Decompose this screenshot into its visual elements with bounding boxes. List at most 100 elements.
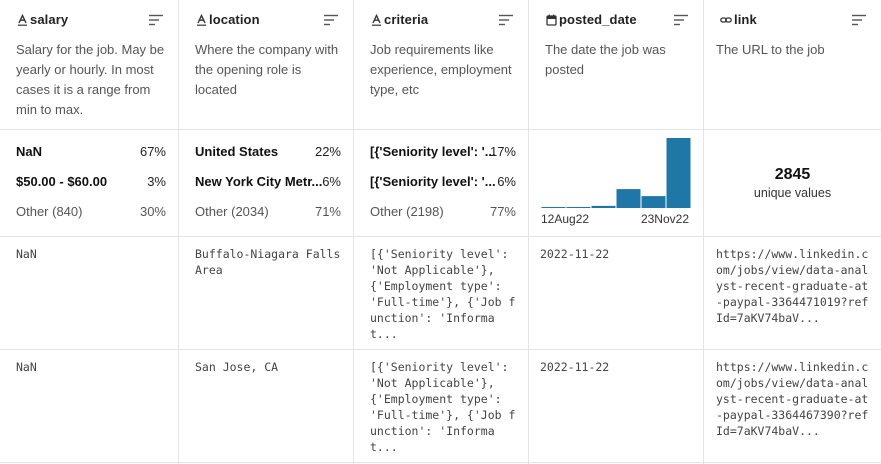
column-header[interactable]: salary xyxy=(0,0,178,40)
histogram-bar[interactable] xyxy=(541,207,566,208)
stat-label: $50.00 - $60.00 xyxy=(16,174,108,189)
sort-icon[interactable] xyxy=(323,13,339,26)
stat-label: [{'Seniority level': '... xyxy=(370,174,496,189)
divider xyxy=(704,462,881,463)
value-stat: [{'Seniority level': '... 17% xyxy=(370,144,516,162)
unique-values-summary: 2845 unique values xyxy=(704,166,881,200)
histogram-bar[interactable] xyxy=(566,207,591,208)
stat-label: [{'Seniority level': '... xyxy=(370,144,496,159)
stat-label: Other (2034) xyxy=(195,204,269,219)
stat-label: United States xyxy=(195,144,279,159)
divider xyxy=(529,462,703,463)
divider xyxy=(179,236,353,237)
stat-percent: 71% xyxy=(314,204,341,219)
column-description: Where the company with the opening role … xyxy=(195,42,339,97)
stat-percent: 3% xyxy=(147,174,166,189)
value-stat: NaN 67% xyxy=(16,144,166,162)
value-stat: United States 22% xyxy=(195,144,341,162)
column-description: The URL to the job xyxy=(716,42,825,57)
divider xyxy=(704,129,881,130)
column-criteria: criteria Job requirements like experienc… xyxy=(354,0,529,464)
table-cell[interactable]: 2022-11-22 xyxy=(540,360,610,374)
table-cell[interactable]: NaN xyxy=(16,247,37,261)
histogram-bar[interactable] xyxy=(666,138,691,208)
histogram-start-label: 12Aug22 xyxy=(541,212,590,226)
table-cell[interactable]: [{'Seniority level': 'Not Applicable'}, … xyxy=(370,247,516,341)
divider xyxy=(0,129,178,130)
histogram-end-label: 23Nov22 xyxy=(640,212,689,226)
link-type-icon xyxy=(720,13,732,27)
text-type-icon xyxy=(16,13,28,27)
column-description: Job requirements like experience, employ… xyxy=(370,42,512,97)
divider xyxy=(0,236,178,237)
histogram-bar[interactable] xyxy=(591,205,616,208)
divider xyxy=(179,462,353,463)
stat-label: New York City Metr... xyxy=(195,174,323,189)
table-cell[interactable]: Buffalo-Niagara Falls Area xyxy=(195,247,348,277)
calendar-type-icon xyxy=(545,13,557,27)
table-cell[interactable]: 2022-11-22 xyxy=(540,247,610,261)
divider xyxy=(354,236,528,237)
value-stat: $50.00 - $60.00 3% xyxy=(16,174,166,192)
column-name: posted_date xyxy=(559,12,637,27)
column-header[interactable]: location xyxy=(179,0,353,40)
value-stat: New York City Metr... 6% xyxy=(195,174,341,192)
stat-percent: 6% xyxy=(322,174,341,189)
stat-percent: 6% xyxy=(497,174,516,189)
sort-icon[interactable] xyxy=(498,13,514,26)
column-name: link xyxy=(734,12,757,27)
table-cell[interactable]: [{'Seniority level': 'Not Applicable'}, … xyxy=(370,360,516,454)
column-name: location xyxy=(209,12,260,27)
table-cell[interactable]: San Jose, CA xyxy=(195,360,279,374)
histogram-bar[interactable] xyxy=(616,189,641,208)
column-name: salary xyxy=(30,12,69,27)
divider xyxy=(529,129,703,130)
table-cell[interactable]: NaN xyxy=(16,360,37,374)
unique-count: 2845 xyxy=(774,166,811,183)
column-link: link The URL to the job 2845 unique valu… xyxy=(704,0,881,464)
histogram-bar[interactable] xyxy=(641,196,666,208)
column-posted-date: posted_date The date the job was posted … xyxy=(529,0,704,464)
stat-label: NaN xyxy=(16,144,43,159)
sort-icon[interactable] xyxy=(673,13,689,26)
stat-label: Other (840) xyxy=(16,204,83,219)
other-stat: Other (2198) 77% xyxy=(370,204,516,222)
divider xyxy=(704,236,881,237)
divider xyxy=(529,236,703,237)
column-description: The date the job was posted xyxy=(545,42,666,77)
divider xyxy=(0,349,178,350)
column-header[interactable]: posted_date xyxy=(529,0,703,40)
other-stat: Other (840) 30% xyxy=(16,204,166,222)
stat-percent: 77% xyxy=(489,204,516,219)
other-stat: Other (2034) 71% xyxy=(195,204,341,222)
divider xyxy=(179,129,353,130)
stat-percent: 30% xyxy=(139,204,166,219)
divider xyxy=(354,462,528,463)
divider xyxy=(704,349,881,350)
stat-percent: 67% xyxy=(139,144,166,159)
sort-icon[interactable] xyxy=(851,13,867,26)
column-salary: salary Salary for the job. May be yearly… xyxy=(0,0,179,464)
sort-icon[interactable] xyxy=(148,13,164,26)
column-header[interactable]: link xyxy=(704,0,881,40)
column-location: location Where the company with the open… xyxy=(179,0,354,464)
unique-label: unique values xyxy=(753,186,832,200)
column-header[interactable]: criteria xyxy=(354,0,528,40)
divider xyxy=(354,129,528,130)
table-cell[interactable]: https://www.linkedin.com/jobs/view/data-… xyxy=(716,360,869,438)
divider xyxy=(529,349,703,350)
value-stat: [{'Seniority level': '... 6% xyxy=(370,174,516,192)
stat-percent: 22% xyxy=(314,144,341,159)
stat-percent: 17% xyxy=(489,144,516,159)
text-type-icon xyxy=(195,13,207,27)
column-name: criteria xyxy=(384,12,429,27)
date-histogram xyxy=(541,138,691,208)
divider xyxy=(0,462,178,463)
column-description: Salary for the job. May be yearly or hou… xyxy=(16,42,165,117)
divider xyxy=(179,349,353,350)
text-type-icon xyxy=(370,13,382,27)
stat-label: Other (2198) xyxy=(370,204,444,219)
divider xyxy=(354,349,528,350)
table-cell[interactable]: https://www.linkedin.com/jobs/view/data-… xyxy=(716,247,869,325)
